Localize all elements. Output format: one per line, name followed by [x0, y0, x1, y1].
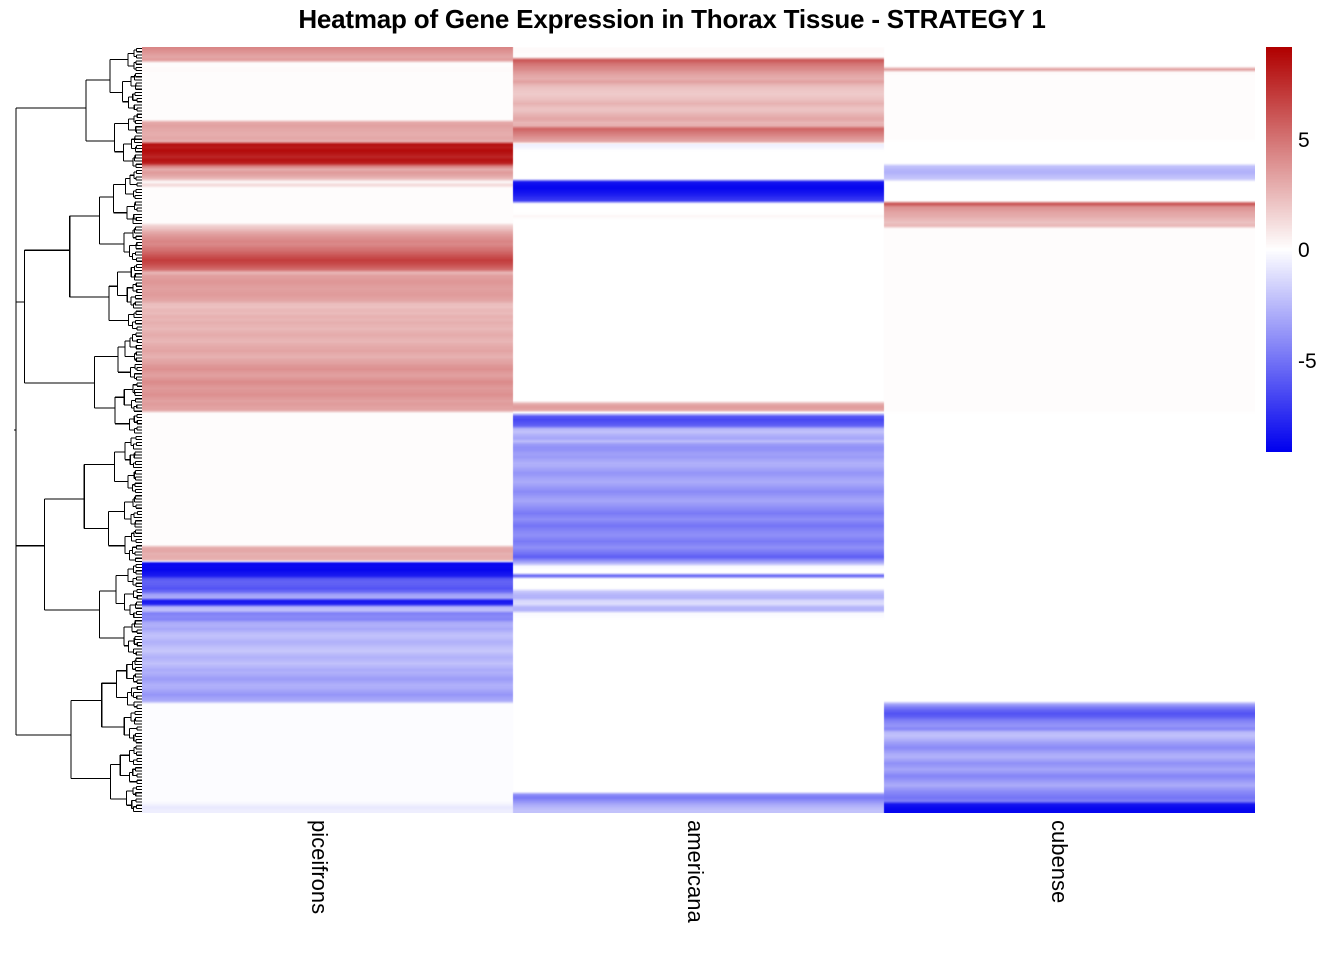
colorbar-tick-0: 0: [1298, 239, 1310, 262]
colorbar-tick-neg5: -5: [1298, 350, 1317, 373]
column-label-1: americana: [683, 820, 708, 923]
page-title: Heatmap of Gene Expression in Thorax Tis…: [298, 4, 1046, 34]
dendrogram-svg: [14, 48, 142, 812]
column-label-2: cubense: [1047, 820, 1072, 904]
heatmap-canvas: [142, 47, 1255, 813]
colorbar: [1266, 47, 1292, 452]
column-label-0: piceifrons: [307, 820, 332, 915]
heatmap-grid: [142, 47, 1255, 813]
row-dendrogram: [14, 47, 142, 813]
colorbar-gradient: [1266, 47, 1292, 452]
colorbar-tick-5: 5: [1298, 129, 1310, 152]
